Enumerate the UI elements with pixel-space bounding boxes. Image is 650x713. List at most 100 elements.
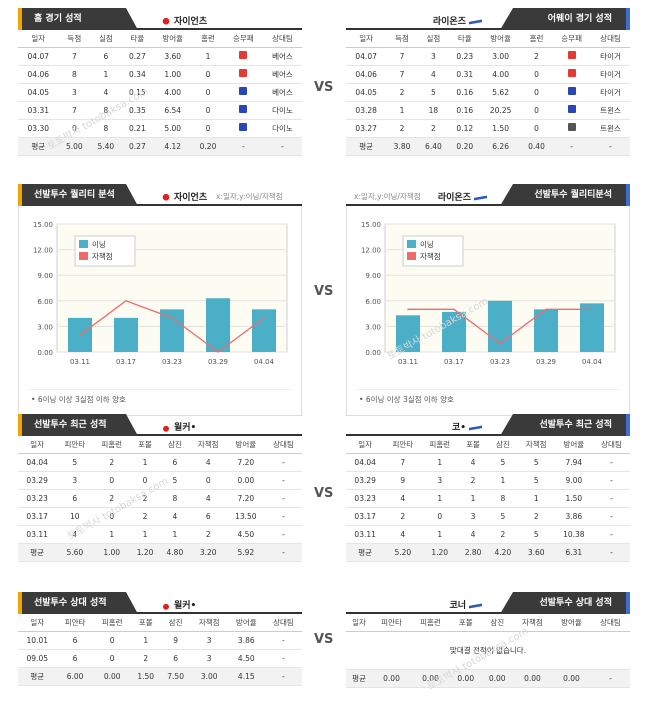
y-tick-label: 12.00: [361, 247, 381, 255]
table-cell: 트윈스: [591, 119, 630, 138]
column-header: 타율: [121, 30, 154, 48]
legend-label: 자책점: [420, 251, 441, 261]
column-header: 일자: [18, 30, 59, 48]
loss-icon: [239, 105, 248, 113]
right-quality-team: 라이온즈: [438, 190, 490, 203]
table-cell: 5: [417, 83, 450, 102]
table-cell: 3: [58, 83, 91, 102]
table-cell: -: [265, 471, 302, 490]
y-tick-label: 9.00: [365, 272, 381, 280]
average-row: 평균 5.20 1.20 2.80 4.20 3.60 6.31-: [346, 543, 630, 562]
table-cell: 5: [159, 471, 190, 490]
column-header: 포볼: [130, 614, 161, 632]
table-cell: -: [223, 137, 263, 156]
table-cell: 3.00: [480, 47, 521, 66]
table-cell: 0.00: [372, 669, 412, 688]
table-cell: 1.20: [421, 543, 459, 562]
table-cell: 5: [56, 453, 94, 472]
table-cell: 3.60: [517, 543, 555, 562]
left-quality-note: • 6이닝 이상 3실점 이하 양호: [27, 389, 293, 409]
bar: [160, 309, 184, 352]
table-cell: -: [593, 507, 630, 526]
table-cell: 04.05: [18, 83, 59, 102]
table-cell: 0.16: [449, 101, 481, 120]
table-row: 03.31 7 8 0.35 6.54 0 다이노: [18, 101, 302, 120]
column-header: 상대팀: [264, 614, 302, 632]
y-tick-label: 9.00: [37, 272, 53, 280]
column-header: 자책점: [517, 436, 555, 454]
table-cell: 03.17: [18, 507, 57, 526]
right-vs-pitcher-panel: 코너 선발투수 상대 성적 일자 피안타 피홈런 포볼 삼진 자책점 방어율 상대팀 맞대결 …: [346, 592, 630, 688]
table-cell: 6: [159, 453, 190, 472]
column-header: 승무패: [223, 30, 263, 48]
table-cell: 1: [130, 631, 161, 650]
average-row: 평균 6.00 0.00 1.50 7.50 3.00 4.15-: [18, 667, 302, 686]
legend-swatch: [79, 252, 88, 260]
table-cell: 0.00: [512, 669, 552, 688]
table-cell: 5.20: [384, 543, 422, 562]
lions-logo-icon: [469, 601, 482, 610]
table-cell: 03.11: [346, 525, 385, 544]
line-point: [407, 308, 409, 311]
table-cell: -: [265, 543, 302, 562]
table-cell: 1: [421, 525, 459, 544]
column-header: 홈런: [192, 30, 224, 48]
x-tick-label: 03.17: [444, 358, 464, 366]
column-header: 피홈런: [421, 436, 459, 454]
table-cell: 03.29: [346, 471, 385, 490]
table-cell: 4.80: [159, 543, 190, 562]
table-cell: 2: [93, 453, 131, 472]
table-cell: 1.20: [130, 543, 160, 562]
table-cell: 3: [56, 471, 94, 490]
bar: [252, 309, 276, 352]
table-row: 03.11 4 1 4 2 5 10.38-: [346, 525, 630, 544]
column-header: 자책점: [512, 614, 552, 632]
table-cell: 0: [192, 83, 224, 102]
table-row: 04.06 7 4 0.31 4.00 0 타이거: [346, 65, 630, 84]
vs-label-3: VS: [314, 486, 334, 501]
column-header: 피홈런: [411, 614, 451, 632]
table-cell: 타이거: [591, 47, 630, 66]
column-header: 자책점: [190, 614, 228, 632]
table-cell: 09.05: [18, 649, 57, 668]
table-cell: 03.17: [346, 507, 385, 526]
table-cell: 4.12: [153, 137, 193, 156]
table-cell: 0.00: [481, 669, 513, 688]
line-point: [217, 351, 219, 353]
result-cell: [552, 119, 592, 138]
legend-swatch: [407, 252, 416, 260]
right-quality-note: • 6이닝 이상 3실점 이하 양호: [355, 389, 621, 409]
right-recent-pitcher-panel: 코• 선발투수 최근 성적 일자 피안타 피홈런 포볼 삼진 자책점 방어율 상대팀 04.0…: [346, 414, 630, 562]
line-point: [125, 300, 127, 302]
table-cell: 2: [458, 471, 488, 490]
table-cell: 8: [159, 489, 190, 508]
table-row: 03.23 6 2 2 8 4 7.20-: [18, 489, 302, 508]
table-cell: 0.15: [121, 83, 154, 102]
right-quality-chart: 0.00 3.00 6.00 9.00 12.00 15.00 03.11 03.17 03.2…: [346, 206, 630, 416]
table-cell: 타이거: [591, 83, 630, 102]
table-cell: 4.00: [153, 83, 193, 102]
result-cell: [223, 119, 263, 138]
table-row: 03.28 1 18 0.16 20.25 0 트윈스: [346, 101, 630, 120]
table-cell: -: [264, 649, 302, 668]
column-header: 득점: [58, 30, 91, 48]
table-cell: 2: [130, 489, 160, 508]
table-cell: 0: [93, 507, 131, 526]
table-row: 03.23 4 1 1 8 1 1.50-: [346, 489, 630, 508]
bar: [580, 303, 604, 352]
table-cell: 트윈스: [591, 101, 630, 120]
average-row: 평균 5.00 5.40 0.27 4.12 0.20- -: [18, 137, 302, 156]
table-cell: 6.54: [153, 101, 193, 120]
table-cell: 3.80: [386, 137, 418, 156]
legend-label: 이닝: [92, 239, 106, 249]
table-cell: 0.12: [449, 119, 481, 138]
left-recent-pitcher-panel: 선발투수 최근 성적 윌커• 일자 피안타 피홈런 포볼 삼진 자책점 방어율 상대팀 04.…: [18, 414, 302, 562]
right-quality-panel: x:일자,y:이닝/자책점 라이온즈 선발투수 퀄리티분석 0.00 3.00 6.…: [346, 184, 630, 416]
giants-logo-icon: [161, 601, 171, 610]
result-cell: [223, 83, 263, 102]
table-cell: 평균: [346, 543, 385, 562]
table-cell: 4.50: [226, 525, 266, 544]
loss-icon: [567, 87, 576, 95]
table-cell: 0: [520, 119, 553, 138]
table-cell: 5: [517, 525, 555, 544]
